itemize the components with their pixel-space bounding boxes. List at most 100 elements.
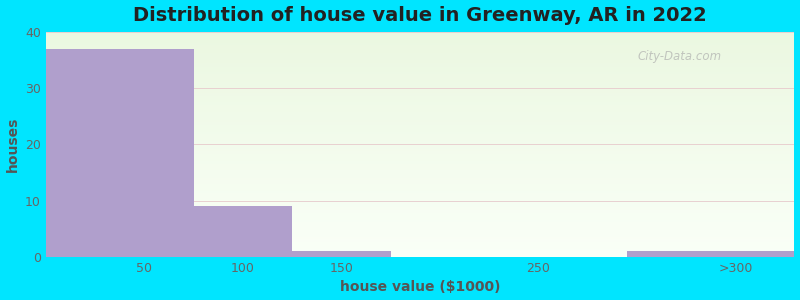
Bar — [46, 165, 794, 166]
Bar — [46, 205, 794, 206]
Bar — [46, 224, 794, 226]
Bar — [46, 122, 794, 123]
Bar — [46, 72, 794, 74]
Bar — [46, 70, 794, 71]
Bar — [46, 98, 794, 99]
Bar — [46, 185, 794, 186]
Bar — [46, 248, 794, 249]
Bar — [46, 189, 794, 190]
Bar — [46, 244, 794, 246]
Bar — [46, 196, 794, 197]
Bar — [46, 250, 794, 251]
Bar — [46, 183, 794, 184]
Bar — [46, 124, 794, 125]
Bar — [46, 228, 794, 229]
Bar — [46, 94, 794, 95]
Bar — [46, 34, 794, 35]
Bar — [46, 115, 794, 116]
Bar — [46, 223, 794, 224]
Bar — [46, 36, 794, 37]
Bar — [46, 171, 794, 172]
Bar — [46, 88, 794, 89]
Bar — [46, 194, 794, 195]
Bar — [46, 114, 794, 115]
Bar — [46, 96, 794, 97]
Bar — [46, 41, 794, 42]
Bar — [46, 131, 794, 132]
Bar — [46, 67, 794, 68]
Bar — [46, 222, 794, 223]
Bar — [46, 232, 794, 233]
Bar — [46, 157, 794, 158]
Bar — [46, 206, 794, 207]
Bar — [46, 113, 794, 114]
Bar — [46, 235, 794, 236]
Bar — [46, 99, 794, 101]
Bar — [46, 112, 794, 113]
Bar — [46, 74, 794, 76]
Bar — [46, 207, 794, 208]
Bar — [46, 89, 794, 90]
Bar — [46, 142, 794, 143]
Bar — [46, 125, 794, 126]
Bar — [46, 123, 794, 124]
Bar — [46, 79, 794, 80]
Bar — [46, 186, 794, 187]
Bar — [46, 105, 794, 106]
Bar — [46, 211, 794, 212]
Bar — [46, 237, 794, 238]
Bar — [46, 116, 794, 117]
Y-axis label: houses: houses — [6, 117, 19, 172]
Bar — [46, 68, 794, 69]
Bar — [194, 206, 292, 257]
Bar — [46, 37, 794, 38]
Bar — [46, 177, 794, 178]
Bar — [46, 218, 794, 219]
Bar — [46, 62, 794, 63]
Bar — [46, 54, 794, 55]
Bar — [46, 230, 794, 231]
Bar — [46, 100, 794, 101]
Bar — [46, 240, 794, 241]
Bar — [46, 134, 794, 135]
Bar — [46, 198, 794, 200]
Bar — [46, 135, 794, 136]
Bar — [46, 150, 794, 151]
Bar — [46, 146, 794, 147]
Bar — [46, 187, 794, 188]
Bar — [46, 172, 794, 174]
Bar — [46, 139, 794, 140]
Bar — [46, 190, 794, 192]
Bar — [46, 107, 794, 108]
Bar — [46, 126, 794, 128]
Bar — [46, 65, 794, 67]
Bar — [46, 136, 794, 138]
Bar — [46, 202, 794, 203]
Bar — [46, 104, 794, 105]
Bar — [46, 140, 794, 141]
Bar — [46, 95, 794, 96]
Bar — [46, 162, 794, 164]
Bar — [46, 58, 794, 59]
Bar — [46, 179, 794, 180]
Bar — [46, 33, 794, 34]
Bar — [46, 101, 794, 103]
Bar — [46, 195, 794, 196]
Bar — [46, 253, 794, 254]
Bar — [46, 144, 794, 145]
Bar — [46, 154, 794, 156]
Bar — [46, 52, 794, 53]
Bar — [46, 239, 794, 240]
Bar — [46, 35, 794, 36]
Bar — [46, 182, 794, 183]
Bar — [46, 255, 794, 256]
Bar — [46, 83, 794, 85]
Bar — [46, 246, 794, 247]
Bar — [46, 121, 794, 122]
Bar — [46, 213, 794, 214]
Bar — [46, 151, 794, 152]
Bar — [46, 45, 794, 46]
Bar — [46, 128, 794, 129]
Bar — [46, 168, 794, 169]
Bar — [46, 178, 794, 179]
